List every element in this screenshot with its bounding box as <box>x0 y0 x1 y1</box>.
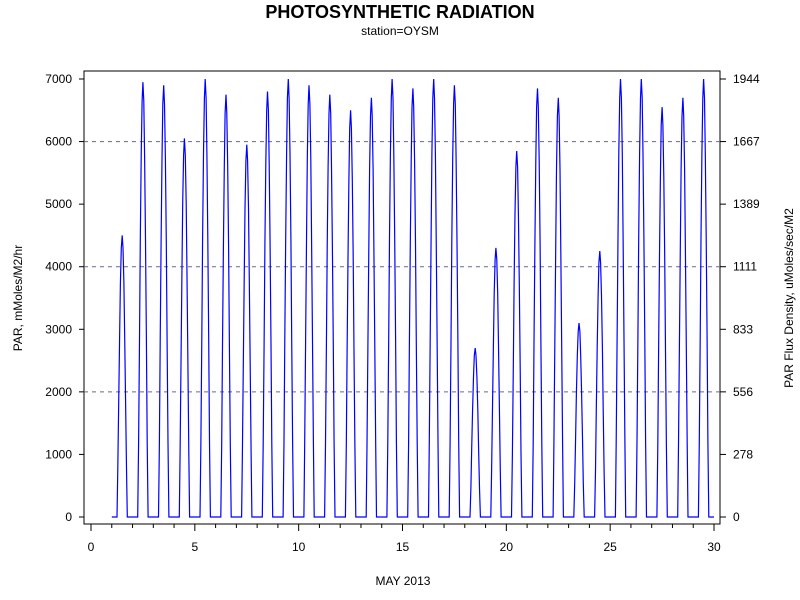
y2-tick-label: 0 <box>733 510 740 524</box>
par-series-line <box>111 78 714 518</box>
chart-subtitle: station=OYSM <box>361 24 439 38</box>
y-tick-label: 3000 <box>45 322 72 336</box>
y2-tick-label: 1667 <box>733 135 760 149</box>
y-tick-label: 4000 <box>45 260 72 274</box>
y-axis-label: PAR, mMoles/M2/hr <box>11 245 25 351</box>
y2-axis-label: PAR Flux Density, uMoles/sec/M2 <box>782 208 796 388</box>
x-tick-label: 5 <box>191 540 198 554</box>
x-tick-label: 15 <box>396 540 410 554</box>
y2-tick-label: 833 <box>733 322 753 336</box>
x-axis-label: MAY 2013 <box>376 574 431 588</box>
y-tick-label: 1000 <box>45 447 72 461</box>
x-tick-label: 25 <box>603 540 617 554</box>
y-tick-label: 7000 <box>45 72 72 86</box>
grid-layer <box>84 141 720 393</box>
y-tick-label: 0 <box>65 510 72 524</box>
axis-layer: 0 1000 2000 3000 4000 5000 6000 7000 0 278 556 833 1… <box>45 72 760 554</box>
y2-tick-label: 1111 <box>733 260 757 274</box>
x-tick-label: 20 <box>500 540 514 554</box>
y-tick-label: 6000 <box>45 135 72 149</box>
chart-title: PHOTOSYNTHETIC RADIATION <box>265 2 535 22</box>
x-tick-label: 30 <box>707 540 721 554</box>
y2-tick-label: 1944 <box>733 72 760 86</box>
y-tick-label: 2000 <box>45 385 72 399</box>
x-tick-label: 0 <box>88 540 95 554</box>
y2-tick-label: 278 <box>733 447 753 461</box>
y2-tick-label: 1389 <box>733 197 760 211</box>
x-tick-label: 10 <box>292 540 306 554</box>
y2-tick-label: 556 <box>733 385 753 399</box>
y-tick-label: 5000 <box>45 197 72 211</box>
